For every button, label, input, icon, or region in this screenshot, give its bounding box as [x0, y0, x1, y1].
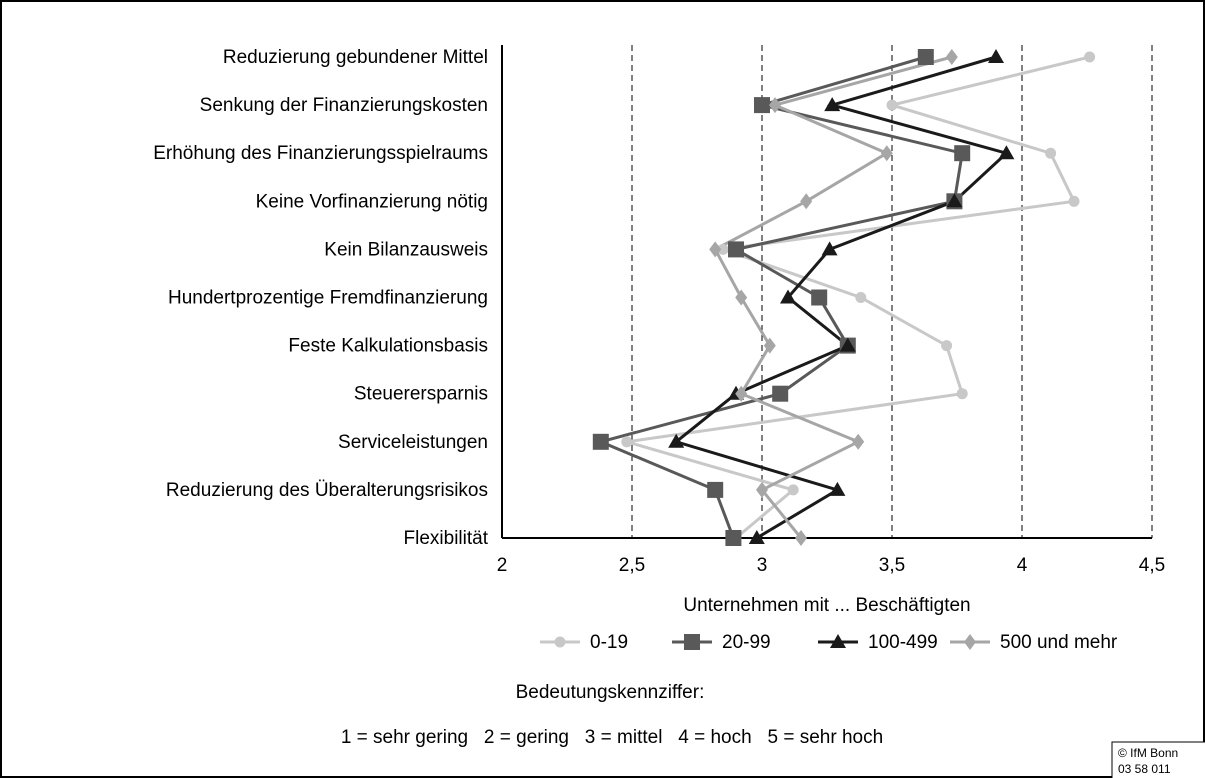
- data-point: [728, 241, 744, 258]
- source: 03 58 011: [1118, 762, 1171, 776]
- y-tick-label: Serviceleistungen: [338, 432, 488, 453]
- y-tick-label: Steuerersparnis: [354, 384, 488, 405]
- series-line: [673, 55, 1010, 540]
- data-point: [811, 289, 828, 306]
- y-tick-label: Keine Vorfinanzierung nötig: [256, 191, 488, 212]
- data-point: [1045, 147, 1057, 159]
- data-point: [988, 49, 1004, 63]
- source-box: [1111, 741, 1205, 778]
- y-tick-label: Senkung der Finanzierungskosten: [200, 95, 488, 116]
- data-point: [769, 97, 781, 114]
- data-point: [707, 481, 724, 498]
- data-point: [795, 530, 807, 546]
- y-tick-label: Reduzierung gebundener Mittel: [223, 47, 488, 68]
- data-point: [855, 292, 867, 303]
- y-tick-label: Feste Kalkulationsbasis: [288, 336, 488, 357]
- data-point: [946, 193, 963, 208]
- data-point: [945, 49, 958, 65]
- y-tick-label: Hundertprozentige Fremdfinanzierung: [168, 288, 488, 309]
- data-point: [917, 49, 934, 65]
- data-point: [839, 337, 856, 352]
- data-point: [592, 433, 609, 450]
- data-point: [824, 97, 841, 112]
- data-point: [780, 289, 796, 304]
- data-point: [956, 388, 968, 400]
- legend-marker: [554, 636, 566, 648]
- x-tick-label: 4,5: [1139, 555, 1165, 576]
- data-point: [998, 145, 1015, 160]
- data-point: [735, 289, 748, 306]
- note: Bedeutungskennziffer:: [516, 682, 705, 703]
- data-point: [756, 481, 768, 498]
- legend-label: 500 und mehr: [1000, 632, 1118, 653]
- data-point: [735, 385, 748, 402]
- data-point: [800, 193, 813, 210]
- data-point: [725, 530, 742, 546]
- data-point: [621, 436, 633, 448]
- x-tick-label: 2,5: [619, 555, 645, 576]
- data-point: [709, 241, 722, 258]
- x-tick-label: 4: [1017, 555, 1028, 576]
- data-point: [852, 433, 865, 450]
- series-line: [596, 55, 964, 539]
- data-point: [954, 145, 971, 162]
- data-point: [787, 484, 799, 496]
- data-point: [886, 99, 898, 111]
- x-tick-label: 2: [497, 555, 508, 576]
- legend-marker: [964, 634, 976, 650]
- legend-label: 20-99: [722, 632, 771, 653]
- data-point: [748, 530, 765, 544]
- y-tick-label: Kein Bilanzausweis: [324, 239, 488, 260]
- data-point: [763, 337, 776, 354]
- legend-label: 0-19: [590, 632, 628, 653]
- x-tick-label: 3,5: [879, 555, 905, 576]
- data-point: [772, 385, 789, 402]
- data-point: [668, 433, 685, 448]
- legend-marker: [830, 634, 846, 648]
- data-point: [880, 145, 893, 162]
- data-point: [1068, 195, 1080, 207]
- data-point: [829, 481, 846, 496]
- note: 1 = sehr gering 2 = gering 3 = mittel 4 …: [341, 727, 883, 748]
- data-point: [941, 340, 953, 352]
- source: © IfM Bonn: [1118, 746, 1178, 760]
- data-point: [754, 97, 770, 114]
- x-tick-label: 3: [757, 555, 768, 576]
- y-tick-label: Reduzierung des Überalterungsrisikos: [166, 480, 488, 501]
- y-tick-label: Flexibilität: [404, 528, 489, 549]
- data-point: [1084, 51, 1096, 63]
- data-point: [821, 241, 838, 256]
- data-point: [717, 243, 729, 255]
- y-tick-label: Erhöhung des Finanzierungsspielraums: [153, 143, 488, 164]
- x-axis-label: Unternehmen mit ... Beschäftigten: [683, 595, 970, 616]
- legend-label: 100-499: [868, 632, 938, 653]
- legend-marker: [684, 634, 700, 650]
